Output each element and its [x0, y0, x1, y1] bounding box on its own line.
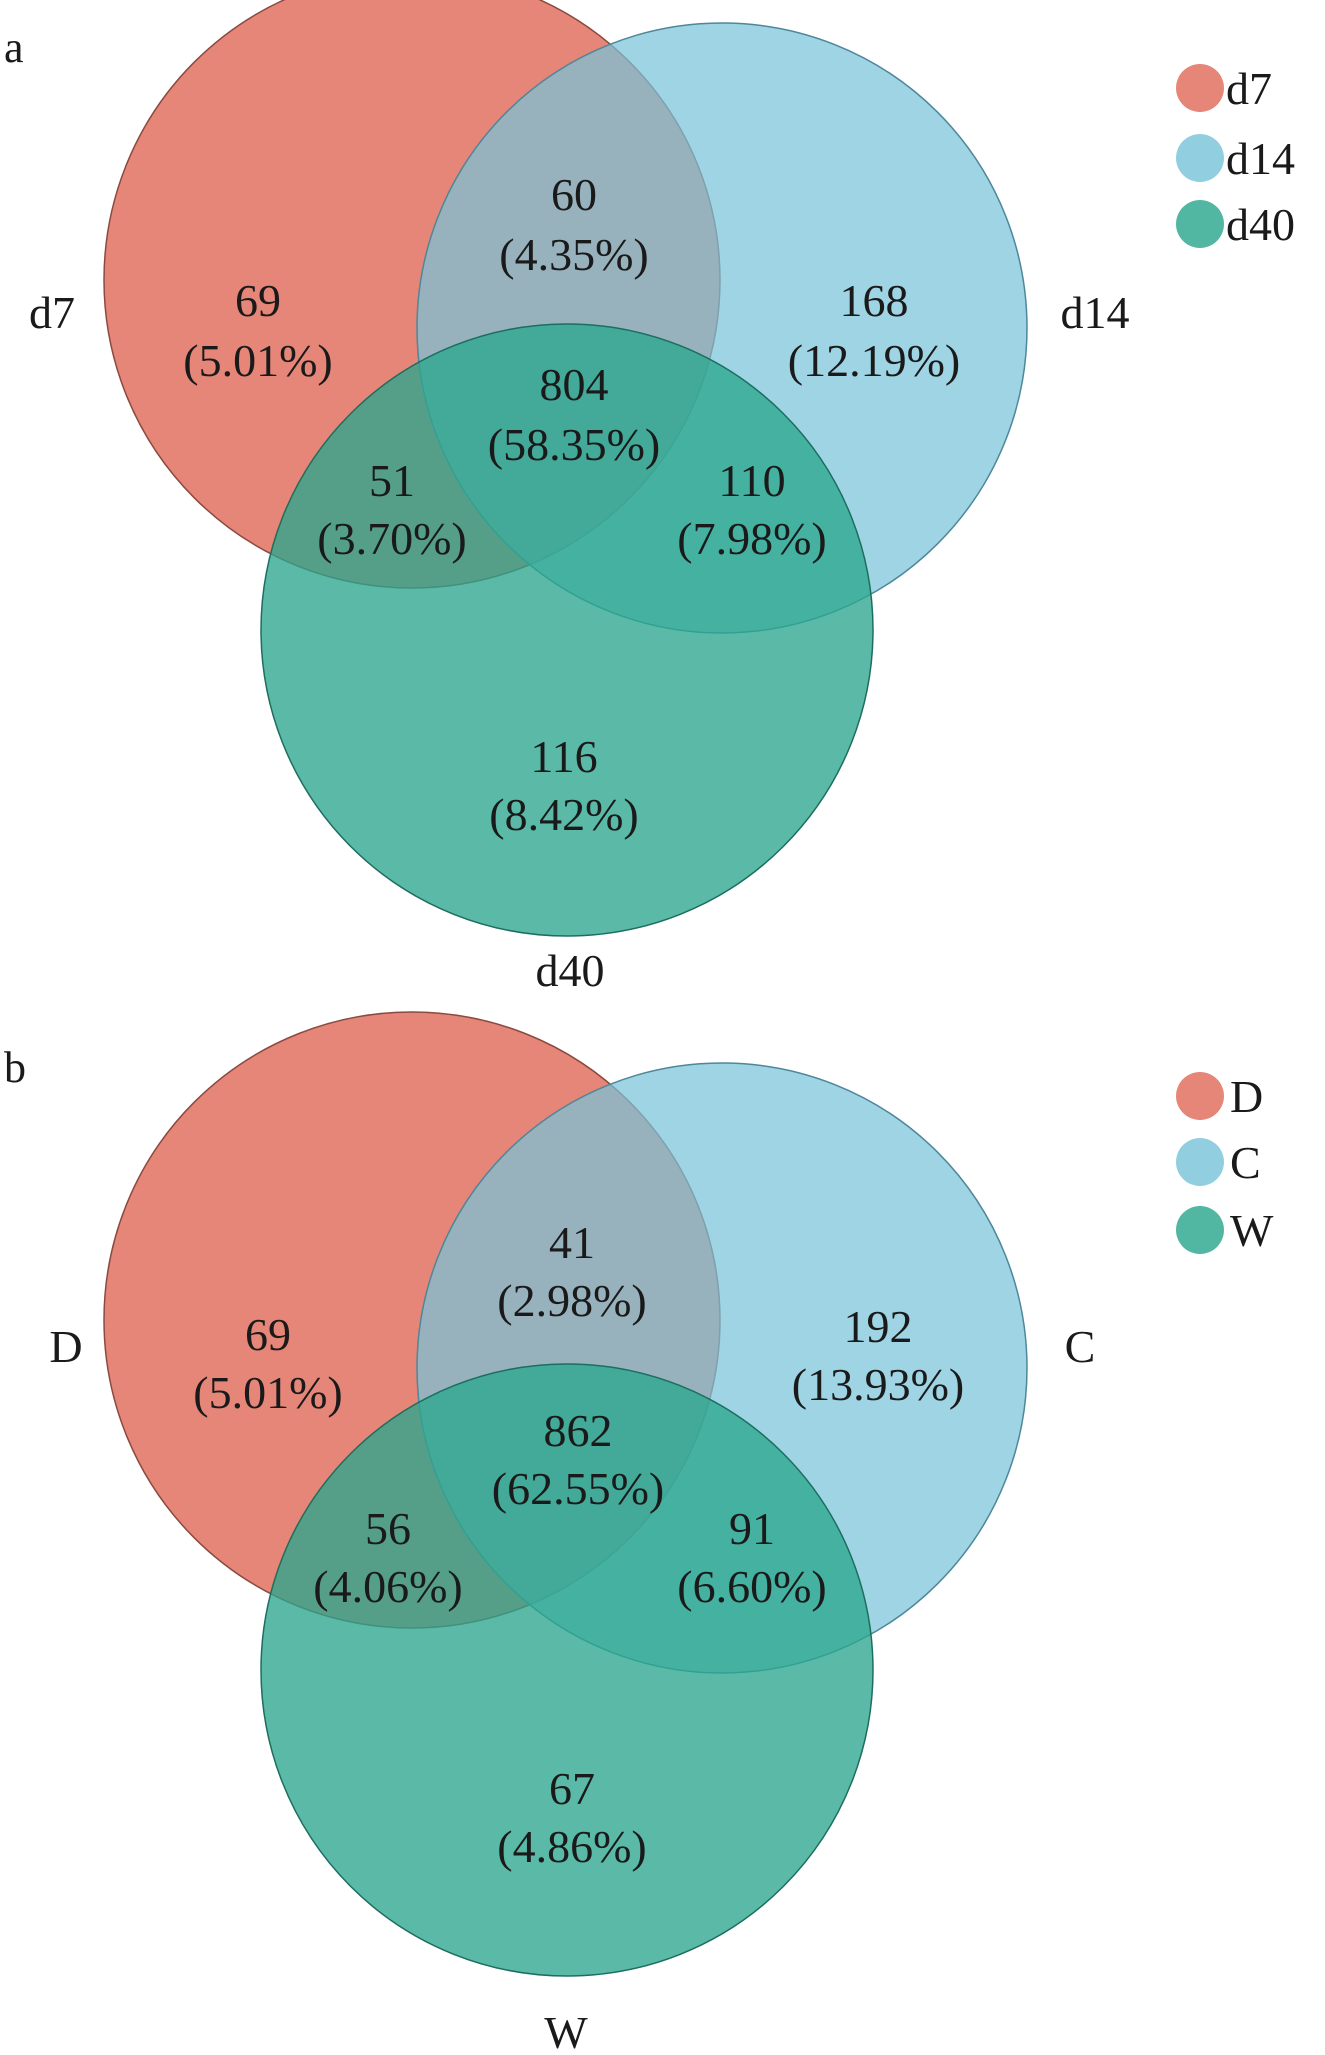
region-count: 91 — [729, 1503, 775, 1554]
legend-swatch — [1176, 1138, 1224, 1186]
set-1-label: D — [49, 1321, 82, 1372]
region-only-2: 168 (12.19%) — [788, 275, 960, 386]
region-percent: (6.60%) — [677, 1561, 826, 1612]
set-3-circle — [260, 1363, 874, 1977]
region-count: 41 — [549, 1217, 595, 1268]
set-3-label: W — [544, 2007, 588, 2055]
region-count: 192 — [844, 1301, 913, 1352]
region-percent: (4.86%) — [497, 1821, 646, 1872]
venn-panel-b: b D C W 69 (5.01%) 192 (13.93%) 67 (4.86… — [4, 1011, 1274, 2055]
legend-label: d40 — [1226, 199, 1295, 250]
legend-item: d14 — [1176, 133, 1295, 184]
set-3-label: d40 — [536, 945, 605, 996]
region-percent: (4.06%) — [313, 1561, 462, 1612]
panel-letter: b — [4, 1043, 26, 1092]
region-1-2-3: 862 (62.55%) — [492, 1405, 664, 1514]
legend-swatch — [1176, 1206, 1224, 1254]
region-only-3: 116 (8.42%) — [489, 731, 638, 840]
region-percent: (3.70%) — [317, 513, 466, 564]
legend-item: W — [1176, 1205, 1274, 1256]
region-count: 69 — [245, 1309, 291, 1360]
region-count: 69 — [235, 275, 281, 326]
panel-letter: a — [4, 23, 24, 72]
legend-swatch — [1176, 1072, 1224, 1120]
region-2-3: 91 (6.60%) — [677, 1503, 826, 1612]
set-3-circle — [260, 323, 874, 937]
region-percent: (12.19%) — [788, 335, 960, 386]
legend-label: W — [1230, 1205, 1274, 1256]
region-count: 67 — [549, 1763, 595, 1814]
region-2-3: 110 (7.98%) — [677, 455, 826, 564]
set-2-label: d14 — [1061, 287, 1130, 338]
region-count: 51 — [369, 455, 415, 506]
region-percent: (13.93%) — [792, 1359, 964, 1410]
region-1-2-3: 804 (58.35%) — [488, 359, 660, 470]
region-1-3: 56 (4.06%) — [313, 1503, 462, 1612]
set-1-label: d7 — [29, 287, 75, 338]
region-percent: (2.98%) — [497, 1275, 646, 1326]
region-percent: (7.98%) — [677, 513, 826, 564]
legend-item: d7 — [1176, 63, 1272, 114]
region-count: 60 — [551, 169, 597, 220]
region-percent: (62.55%) — [492, 1463, 664, 1514]
region-only-3: 67 (4.86%) — [497, 1763, 646, 1872]
region-only-1: 69 (5.01%) — [193, 1309, 342, 1418]
region-1-3: 51 (3.70%) — [317, 455, 466, 564]
legend-item: D — [1176, 1071, 1263, 1122]
region-count: 56 — [365, 1503, 411, 1554]
region-1-2: 60 (4.35%) — [499, 169, 648, 280]
region-count: 862 — [544, 1405, 613, 1456]
region-count: 110 — [718, 455, 785, 506]
legend: d7 d14 d40 — [1176, 63, 1295, 250]
region-1-2: 41 (2.98%) — [497, 1217, 646, 1326]
legend-swatch — [1176, 64, 1224, 112]
region-only-2: 192 (13.93%) — [792, 1301, 964, 1410]
region-percent: (4.35%) — [499, 229, 648, 280]
region-percent: (58.35%) — [488, 419, 660, 470]
legend-swatch — [1176, 200, 1224, 248]
legend: D C W — [1176, 1071, 1274, 1256]
region-count: 116 — [530, 731, 597, 782]
region-count: 804 — [540, 359, 609, 410]
legend-label: C — [1230, 1137, 1261, 1188]
legend-label: d7 — [1226, 63, 1272, 114]
set-2-label: C — [1065, 1321, 1096, 1372]
region-percent: (5.01%) — [193, 1367, 342, 1418]
legend-swatch — [1176, 134, 1224, 182]
region-percent: (5.01%) — [183, 335, 332, 386]
venn-panel-a: a d7 d14 d40 69 (5.01%) 168 (12.19%) 116… — [4, 0, 1295, 996]
legend-item: d40 — [1176, 199, 1295, 250]
legend-item: C — [1176, 1137, 1261, 1188]
legend-label: d14 — [1226, 133, 1295, 184]
legend-label: D — [1230, 1071, 1263, 1122]
region-count: 168 — [840, 275, 909, 326]
region-only-1: 69 (5.01%) — [183, 275, 332, 386]
region-percent: (8.42%) — [489, 789, 638, 840]
